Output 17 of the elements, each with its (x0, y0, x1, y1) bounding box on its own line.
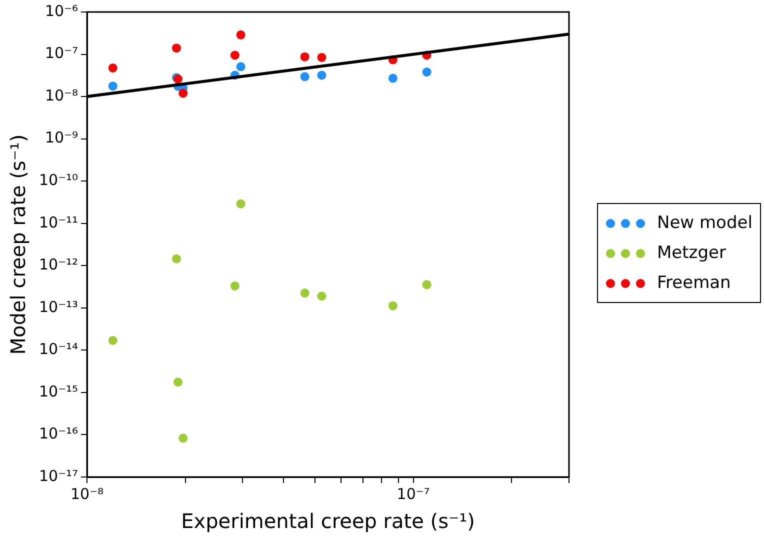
y-tick-label: 10⁻¹⁴ (39, 340, 78, 358)
y-tick-label: 10⁻⁶ (45, 2, 78, 20)
y-tick-label: 10⁻¹⁵ (39, 382, 78, 400)
y-tick-label: 10⁻¹⁰ (39, 170, 78, 189)
y-axis-title: Model creep rate (s⁻¹) (6, 134, 30, 355)
y-tick-label: 10⁻¹⁷ (39, 466, 78, 485)
y-tick-label: 10⁻⁸ (45, 86, 78, 104)
y-tick-label: 10⁻¹⁶ (39, 424, 78, 443)
y-tick-label: 10⁻¹¹ (39, 213, 78, 232)
y-tick-label: 10⁻⁹ (45, 128, 78, 147)
legend-label: Freeman (657, 273, 731, 293)
y-tick-label: 10⁻¹³ (39, 298, 78, 316)
x-axis-title: Experimental creep rate (s⁻¹) (181, 509, 475, 534)
y-tick-label: 10⁻⁷ (45, 44, 78, 62)
y-tick-label: 10⁻¹² (39, 256, 78, 274)
legend-label: New model (657, 213, 752, 233)
legend-label: Metzger (657, 243, 726, 263)
